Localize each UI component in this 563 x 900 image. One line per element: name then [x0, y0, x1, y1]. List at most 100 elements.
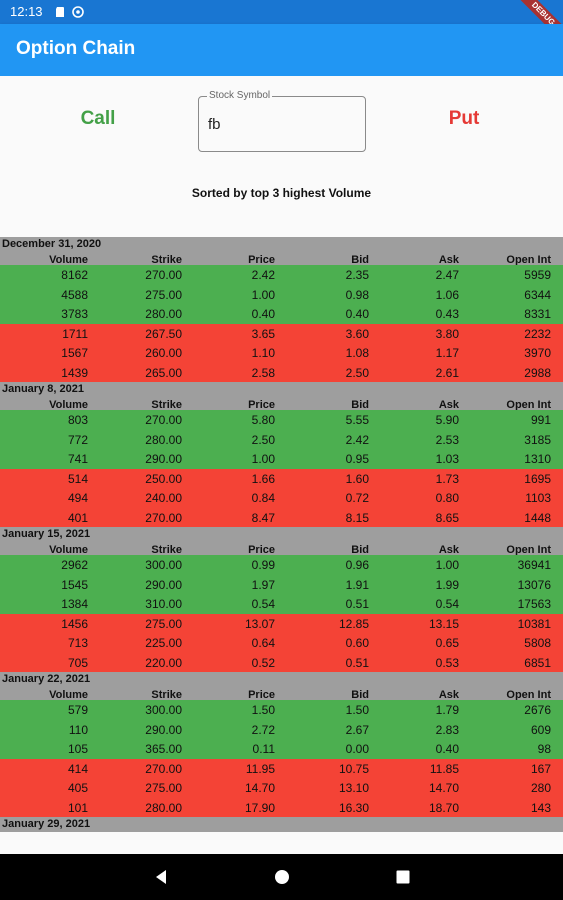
- option-cell: 110: [68, 722, 88, 737]
- option-cell: 0.60: [345, 636, 369, 650]
- column-header: Volume: [49, 689, 88, 701]
- column-header: Open Int: [506, 399, 551, 411]
- column-header: Price: [248, 689, 275, 701]
- stock-symbol-input[interactable]: [208, 115, 356, 133]
- option-cell: 0.98: [345, 287, 369, 302]
- call-option-row[interactable]: 803 270.00 5.80 5.55 5.90 991: [0, 410, 563, 430]
- put-option-row[interactable]: 1567 260.00 1.10 1.08 1.17 3970: [0, 343, 563, 363]
- put-option-row[interactable]: 494 240.00 0.84 0.72 0.80 1103: [0, 488, 563, 508]
- put-option-row[interactable]: 414 270.00 11.95 10.75 11.85 167: [0, 758, 563, 778]
- put-option-row[interactable]: 401 270.00 8.47 8.15 8.65 1448: [0, 507, 563, 527]
- option-cell: 310.00: [145, 597, 182, 611]
- back-icon[interactable]: [153, 869, 169, 885]
- call-option-row[interactable]: 110 290.00 2.72 2.67 2.83 609: [0, 719, 563, 739]
- column-header: Ask: [438, 544, 459, 556]
- option-cell: 2.83: [435, 722, 459, 737]
- option-cell: 36941: [517, 558, 551, 572]
- option-cell: 13076: [517, 577, 551, 592]
- column-headers: Volume Strike Price Bid Ask Open Int: [0, 686, 563, 701]
- option-cell: 2.35: [345, 268, 369, 282]
- option-cell: 1.50: [251, 703, 275, 717]
- call-button[interactable]: Call: [80, 108, 116, 129]
- column-header: Strike: [151, 254, 182, 266]
- option-cell: 5.90: [435, 413, 459, 427]
- option-cell: 2.47: [435, 268, 459, 282]
- put-button[interactable]: Put: [448, 108, 480, 129]
- put-option-row[interactable]: 101 280.00 17.90 16.30 18.70 143: [0, 797, 563, 817]
- option-cell: 270.00: [145, 413, 182, 427]
- option-cell: 2232: [524, 326, 551, 341]
- option-cell: 1.00: [435, 558, 459, 572]
- option-cell: 2962: [61, 558, 88, 572]
- call-option-row[interactable]: 1384 310.00 0.54 0.51 0.54 17563: [0, 594, 563, 614]
- option-cell: 267.50: [145, 326, 182, 341]
- stock-symbol-label: Stock Symbol: [207, 90, 273, 101]
- call-option-row[interactable]: 741 290.00 1.00 0.95 1.03 1310: [0, 449, 563, 469]
- option-cell: 14.70: [244, 781, 275, 795]
- recents-icon[interactable]: [395, 869, 411, 885]
- option-cell: 4588: [61, 287, 88, 302]
- option-chain-list[interactable]: December 31, 2020 Volume Strike Price Bid Ask…: [0, 237, 563, 854]
- option-cell: 6851: [524, 655, 551, 670]
- call-option-row[interactable]: 1545 290.00 1.97 1.91 1.99 13076: [0, 574, 563, 594]
- column-header: Bid: [351, 689, 369, 701]
- put-option-row[interactable]: 1456 275.00 13.07 12.85 13.15 10381: [0, 613, 563, 633]
- option-cell: 1711: [62, 326, 88, 341]
- expiration-header: January 29, 2021: [0, 817, 563, 832]
- option-cell: 1.60: [345, 471, 369, 486]
- expiration-date: January 29, 2021: [2, 818, 91, 830]
- option-cell: 16.30: [338, 800, 369, 815]
- put-option-row[interactable]: 1439 265.00 2.58 2.50 2.61 2988: [0, 362, 563, 382]
- option-cell: 2.42: [251, 268, 275, 282]
- option-cell: 0.51: [345, 655, 369, 670]
- status-bar: 12:13 DEBUG: [0, 0, 563, 48]
- call-option-row[interactable]: 772 280.00 2.50 2.42 2.53 3185: [0, 429, 563, 449]
- column-header: Ask: [438, 399, 459, 411]
- option-cell: 1.79: [435, 703, 459, 717]
- call-option-row[interactable]: 3783 280.00 0.40 0.40 0.43 8331: [0, 304, 563, 324]
- option-cell: 1.99: [435, 577, 459, 592]
- put-option-row[interactable]: 514 250.00 1.66 1.60 1.73 1695: [0, 468, 563, 488]
- option-cell: 1310: [524, 452, 551, 466]
- option-cell: 10.75: [338, 761, 369, 776]
- call-option-row[interactable]: 105 365.00 0.11 0.00 0.40 98: [0, 739, 563, 759]
- call-option-row[interactable]: 2962 300.00 0.99 0.96 1.00 36941: [0, 555, 563, 575]
- option-cell: 17563: [517, 597, 551, 611]
- call-option-row[interactable]: 8162 270.00 2.42 2.35 2.47 5959: [0, 265, 563, 285]
- expiration-date: January 8, 2021: [2, 383, 84, 395]
- column-header: Volume: [49, 544, 88, 556]
- option-cell: 0.52: [251, 655, 275, 670]
- option-cell: 8.65: [435, 510, 459, 525]
- option-cell: 98: [537, 742, 551, 756]
- put-option-row[interactable]: 705 220.00 0.52 0.51 0.53 6851: [0, 652, 563, 672]
- stock-symbol-field[interactable]: Stock Symbol: [198, 90, 366, 152]
- column-header: Open Int: [506, 689, 551, 701]
- option-cell: 8162: [61, 268, 88, 282]
- option-cell: 2.61: [435, 365, 459, 380]
- put-option-row[interactable]: 1711 267.50 3.65 3.60 3.80 2232: [0, 323, 563, 343]
- option-cell: 280.00: [145, 307, 182, 321]
- option-cell: 11.95: [245, 761, 275, 776]
- option-cell: 2.50: [345, 365, 369, 380]
- call-option-row[interactable]: 4588 275.00 1.00 0.98 1.06 6344: [0, 284, 563, 304]
- home-icon[interactable]: [274, 869, 290, 885]
- option-cell: 300.00: [145, 703, 182, 717]
- option-cell: 1.06: [435, 287, 459, 302]
- option-cell: 0.00: [345, 742, 369, 756]
- sort-note: Sorted by top 3 highest Volume: [191, 186, 372, 200]
- option-cell: 290.00: [145, 577, 182, 592]
- option-cell: 405: [67, 781, 88, 795]
- column-header: Bid: [351, 544, 369, 556]
- option-cell: 1448: [524, 510, 551, 525]
- column-header: Volume: [49, 254, 88, 266]
- put-option-row[interactable]: 713 225.00 0.64 0.60 0.65 5808: [0, 633, 563, 653]
- option-cell: 0.72: [345, 491, 369, 505]
- expiration-header: January 22, 2021 Volume Strike Price Bid Ask O…: [0, 672, 563, 701]
- status-time: 12:13: [10, 4, 43, 19]
- option-cell: 270.00: [145, 268, 182, 282]
- option-cell: 11.85: [429, 761, 459, 776]
- option-cell: 1.91: [345, 577, 369, 592]
- put-option-row[interactable]: 405 275.00 14.70 13.10 14.70 280: [0, 778, 563, 798]
- column-header: Ask: [438, 689, 459, 701]
- call-option-row[interactable]: 579 300.00 1.50 1.50 1.79 2676: [0, 700, 563, 720]
